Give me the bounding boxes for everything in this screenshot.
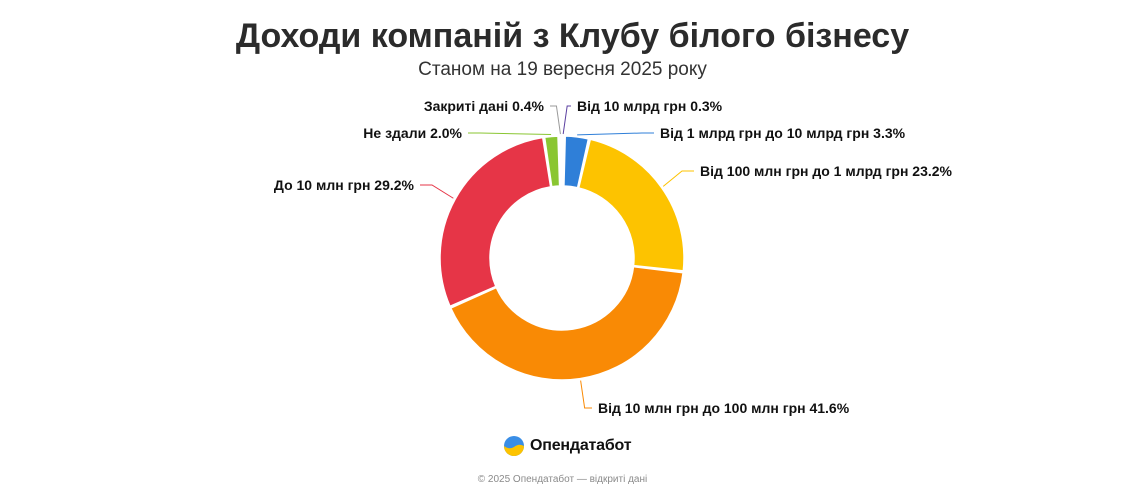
slice-labels: Від 10 млрд грн 0.3% Від 1 млрд грн до 10… (274, 98, 953, 416)
brand-name: Опендатабот (530, 437, 632, 454)
label-connector (662, 170, 694, 187)
footer-copyright: © 2025 Опендатабот — відкриті дані (477, 474, 648, 485)
donut-slice (563, 135, 590, 189)
opendatabot-logo-icon (504, 436, 524, 456)
label-connectors (420, 105, 694, 409)
slice-label: Від 10 млрд грн 0.3% (577, 98, 723, 114)
brand: Опендатабот (503, 433, 632, 459)
label-connector (468, 132, 552, 135)
chart-subtitle: Станом на 19 вересня 2025 року (418, 59, 707, 80)
donut-slice (439, 136, 552, 308)
label-connector (580, 380, 592, 409)
donut-slice (449, 265, 684, 381)
donut-slice (543, 135, 561, 188)
label-connector (562, 105, 571, 135)
slice-label: Від 100 млн грн до 1 млрд грн 23.2% (700, 163, 953, 179)
donut-slice (577, 138, 685, 272)
slice-label: Закриті дані 0.4% (424, 98, 545, 114)
donut-slices (439, 135, 685, 381)
label-connector (577, 132, 654, 136)
slice-label: До 10 млн грн 29.2% (274, 177, 415, 193)
donut-slice (561, 135, 565, 187)
label-connector (420, 184, 454, 199)
slice-label: Не здали 2.0% (363, 125, 462, 141)
slice-label: Від 10 млн грн до 100 млн грн 41.6% (598, 400, 850, 416)
label-connector (550, 105, 561, 135)
donut-slice (558, 135, 563, 187)
chart-title: Доходи компаній з Клубу білого бізнесу (235, 17, 910, 55)
slice-label: Від 1 млрд грн до 10 млрд грн 3.3% (660, 125, 906, 141)
